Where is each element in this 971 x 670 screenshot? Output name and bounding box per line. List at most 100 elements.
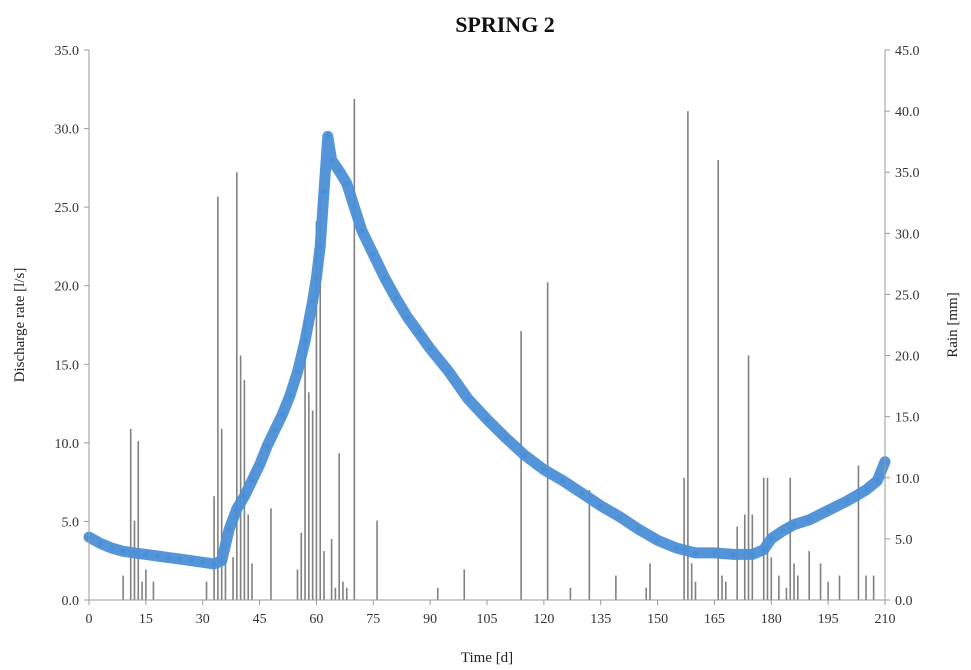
discharge-point	[120, 548, 126, 554]
discharge-point	[321, 188, 327, 194]
discharge-point	[257, 462, 263, 468]
discharge-point	[351, 204, 357, 210]
y-axis-label-left: Discharge rate [l/s]	[12, 268, 28, 383]
discharge-point	[636, 526, 642, 532]
discharge-point	[313, 275, 319, 281]
y-tick-label: 25.0	[55, 201, 80, 216]
discharge-point	[382, 275, 388, 281]
discharge-point	[749, 551, 755, 557]
discharge-point	[806, 517, 812, 523]
discharge-point	[329, 157, 335, 163]
y-tick-label: 5.0	[62, 515, 80, 530]
discharge-point	[317, 243, 323, 249]
discharge-point	[446, 369, 452, 375]
discharge-point	[465, 396, 471, 402]
discharge-point	[97, 540, 103, 546]
discharge-point	[177, 556, 183, 562]
x-tick-label: 105	[477, 612, 498, 627]
discharge-point	[863, 487, 869, 493]
x-tick-label: 135	[590, 612, 611, 627]
discharge-point	[730, 551, 736, 557]
x-tick-label: 30	[196, 612, 210, 627]
discharge-point	[484, 416, 490, 422]
discharge-point	[404, 314, 410, 320]
discharge-point	[692, 550, 698, 556]
discharge-point	[234, 506, 240, 512]
x-tick-label: 210	[875, 612, 896, 627]
discharge-point	[711, 550, 717, 556]
y-tick-label: 30.0	[55, 123, 80, 138]
discharge-point	[344, 181, 350, 187]
discharge-point	[416, 330, 422, 336]
discharge-point	[503, 435, 509, 441]
y-ticks-right: 0.0 5.0 10.0 15.0 20.0 25.0 30.0 35.0 40.0 45.0	[885, 44, 920, 609]
y2-tick-label: 5.0	[895, 533, 913, 548]
discharge-point	[393, 295, 399, 301]
discharge-point	[655, 537, 661, 543]
x-ticks: 0 15 30 45 60 75 90 105 120 135 150 165 180 195 210	[86, 600, 896, 627]
y2-tick-label: 25.0	[895, 288, 920, 303]
discharge-point	[598, 503, 604, 509]
discharge-point	[226, 526, 232, 532]
discharge-point	[336, 168, 342, 174]
y-ticks-left: 0.0 5.0 10.0 15.0 20.0 25.0 30.0 35.0	[55, 44, 89, 609]
x-tick-label: 180	[761, 612, 782, 627]
discharge-point	[272, 427, 278, 433]
x-tick-label: 90	[423, 612, 437, 627]
y-tick-label: 0.0	[62, 594, 80, 609]
y-axis-label-right: Rain [mm]	[945, 292, 961, 357]
discharge-point	[188, 558, 194, 564]
discharge-point	[617, 514, 623, 520]
discharge-point	[211, 561, 217, 567]
y-tick-label: 10.0	[55, 437, 80, 452]
discharge-point	[219, 558, 225, 564]
discharge-point	[874, 478, 880, 484]
discharge-point	[674, 545, 680, 551]
discharge-point	[166, 555, 172, 561]
y-tick-label: 15.0	[55, 358, 80, 373]
discharge-point	[249, 478, 255, 484]
x-tick-label: 150	[647, 612, 668, 627]
discharge-point	[302, 338, 308, 344]
y-tick-label: 35.0	[55, 44, 80, 59]
rain-bars	[122, 98, 875, 600]
chart-title: SPRING 2	[455, 12, 555, 37]
y2-tick-label: 45.0	[895, 44, 920, 59]
discharge-point	[264, 443, 270, 449]
discharge-point	[310, 298, 316, 304]
discharge-line	[83, 130, 891, 570]
y2-tick-label: 20.0	[895, 350, 920, 365]
discharge-point	[522, 452, 528, 458]
y2-tick-label: 30.0	[895, 227, 920, 242]
discharge-point	[131, 550, 137, 556]
x-tick-label: 75	[366, 612, 380, 627]
discharge-point	[109, 545, 115, 551]
x-axis-label: Time [d]	[461, 650, 513, 666]
x-tick-label: 0	[86, 612, 93, 627]
discharge-point	[154, 553, 160, 559]
discharge-point	[241, 493, 247, 499]
discharge-point	[579, 490, 585, 496]
discharge-point	[560, 478, 566, 484]
discharge-point	[768, 536, 774, 542]
discharge-point	[143, 551, 149, 557]
discharge-point	[844, 498, 850, 504]
discharge-point	[780, 528, 786, 534]
discharge-point	[200, 559, 206, 565]
x-tick-label: 195	[818, 612, 839, 627]
y-tick-label: 20.0	[55, 280, 80, 295]
x-tick-label: 165	[704, 612, 725, 627]
y2-tick-label: 15.0	[895, 411, 920, 426]
x-tick-label: 15	[139, 612, 153, 627]
discharge-point	[325, 133, 331, 139]
discharge-point	[427, 346, 433, 352]
y2-tick-label: 0.0	[895, 594, 913, 609]
discharge-point	[370, 251, 376, 257]
discharge-series	[83, 130, 891, 570]
discharge-point	[294, 369, 300, 375]
discharge-point	[825, 507, 831, 513]
discharge-point	[541, 467, 547, 473]
y2-tick-label: 10.0	[895, 472, 920, 487]
x-tick-label: 60	[309, 612, 323, 627]
